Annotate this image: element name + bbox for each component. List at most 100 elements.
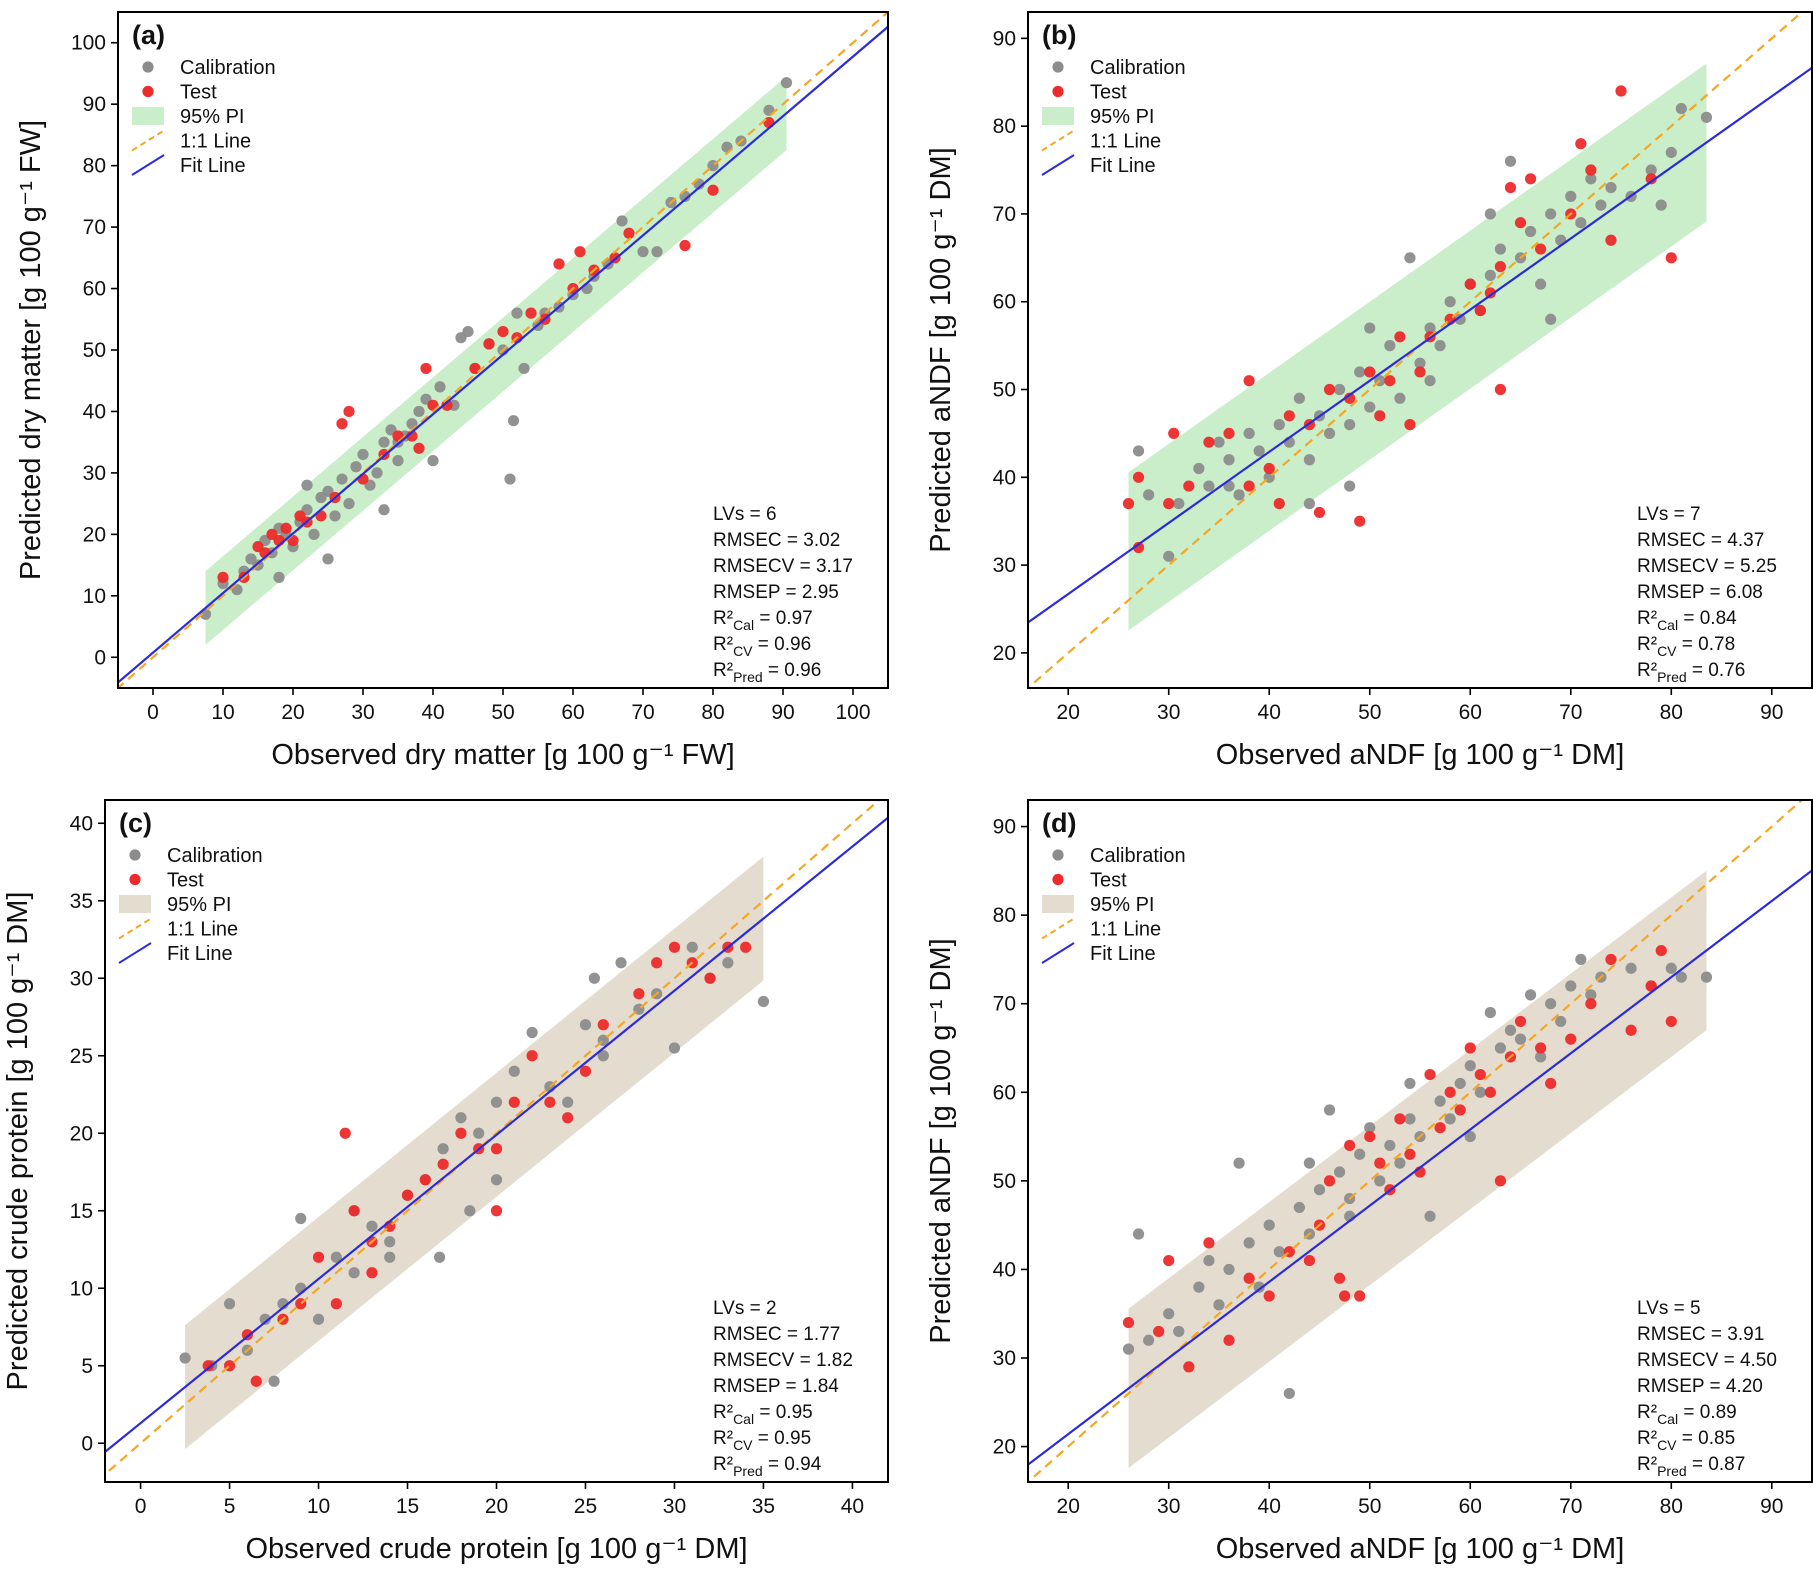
calibration-point-32: [668, 1042, 681, 1054]
stat-label-1: RMSEC: [1637, 1324, 1706, 1345]
stat-label-3: RMSEP: [1637, 582, 1704, 603]
stat-label-4: R²: [713, 608, 733, 629]
stat-subscript-4: Cal: [1657, 1411, 1678, 1427]
y-tick-label-6: 60: [83, 278, 106, 301]
x-tick-label-0: 20: [1057, 1495, 1080, 1518]
test-point-5: [1223, 1334, 1235, 1346]
stat-label-6: R²: [713, 1454, 733, 1475]
calibration-point-11: [1253, 1281, 1265, 1293]
test-point-7: [330, 1298, 342, 1310]
y-tick-label-8: 80: [83, 155, 106, 178]
stat-sep-3: =: [780, 582, 802, 603]
stat-4: R²Cal = 0.89: [1637, 1402, 1737, 1427]
y-tick-label-4: 40: [83, 400, 106, 423]
x-tick-label-6: 80: [1660, 701, 1683, 724]
calibration-point-37: [1524, 225, 1537, 238]
calibration-point-30: [1454, 313, 1466, 325]
stat-5: R²CV = 0.78: [1637, 634, 1735, 659]
stat-value-3: 1.84: [802, 1376, 839, 1397]
stat-value-1: 4.37: [1727, 530, 1764, 551]
calibration-point-3: [1163, 1308, 1175, 1320]
x-tick-label-7: 70: [631, 701, 654, 724]
legend-entry-4: Fit Line: [1090, 943, 1156, 965]
test-point-7: [1263, 1290, 1275, 1302]
stats-box: LVs = 5 RMSEC = 3.91 RMSECV = 4.50 RMSEP = …: [1637, 1298, 1777, 1479]
stat-label-6: R²: [1637, 1454, 1657, 1475]
stat-label-3: RMSEP: [713, 1376, 780, 1397]
calibration-point-55: [1424, 375, 1436, 387]
test-point-38: [1605, 234, 1617, 246]
test-point-12: [1283, 410, 1295, 422]
stat-subscript-5: CV: [733, 643, 753, 659]
calibration-point-37: [1514, 1033, 1527, 1045]
x-tick-label-7: 90: [1760, 701, 1783, 724]
stat-sep-5: =: [753, 1428, 775, 1449]
calibration-point-50: [1675, 102, 1687, 115]
test-point-21: [1394, 331, 1406, 343]
calibration-point-48: [1655, 199, 1667, 211]
test-point-27: [1474, 1068, 1486, 1081]
plot-area: [1028, 12, 1812, 688]
calibration-point-36: [1504, 1024, 1517, 1036]
x-tick-label-2: 20: [281, 701, 304, 724]
x-tick-label-0: 20: [1057, 701, 1080, 724]
calibration-point-36: [757, 995, 770, 1008]
y-tick-label-0: 20: [993, 1436, 1016, 1459]
test-point-37: [1625, 1024, 1637, 1036]
y-tick-label-5: 50: [83, 339, 106, 362]
y-tick-label-9: 90: [83, 93, 106, 116]
calibration-point-7: [1213, 1299, 1225, 1311]
calibration-point-19: [1333, 1166, 1346, 1178]
test-point-19: [526, 1050, 538, 1062]
calibration-point-51: [651, 246, 663, 258]
calibration-point-48: [1665, 962, 1677, 974]
calibration-point-24: [1384, 1139, 1396, 1152]
calibration-point-34: [1494, 243, 1507, 255]
stat-2: RMSECV = 4.50: [1637, 1350, 1777, 1371]
stat-value-1: 1.77: [803, 1324, 840, 1345]
test-point-0: [1122, 498, 1135, 510]
calibration-point-29: [615, 957, 627, 969]
legend-marker-calibration: [129, 849, 141, 861]
y-tick-label-3: 50: [993, 1170, 1016, 1193]
calibration-point-33: [686, 941, 698, 953]
x-tick-label-4: 20: [485, 1495, 508, 1518]
calibration-point-23: [1374, 1175, 1386, 1187]
x-tick-label-1: 30: [1157, 701, 1180, 724]
calibration-point-49: [1675, 971, 1687, 983]
stat-6: R²Pred = 0.94: [713, 1454, 822, 1479]
stat-label-2: RMSECV: [1637, 556, 1719, 577]
calibration-point-6: [1213, 436, 1225, 448]
test-point-3: [1163, 498, 1175, 510]
test-point-32: [1514, 217, 1527, 229]
legend-entry-2: 95% PI: [1090, 106, 1154, 128]
calibration-point-10: [330, 1251, 342, 1263]
calibration-point-44: [1585, 989, 1597, 1001]
test-point-13: [343, 405, 355, 418]
y-tick-label-0: 0: [94, 646, 106, 669]
calibration-point-39: [507, 415, 520, 427]
calibration-point-41: [1565, 190, 1577, 202]
calibration-point-17: [1313, 1184, 1326, 1196]
stat-label-5: R²: [1637, 634, 1657, 655]
x-tick-label-1: 30: [1157, 1495, 1180, 1518]
stat-0: LVs = 5: [1637, 1298, 1701, 1319]
y-tick-label-8: 40: [70, 812, 93, 835]
y-tick-label-5: 70: [993, 993, 1016, 1016]
calibration-point-2: [223, 1298, 236, 1310]
test-point-38: [1645, 980, 1657, 992]
y-axis-label: Predicted dry matter [g 100 g⁻¹ FW]: [15, 120, 47, 580]
calibration-point-0: [1132, 445, 1145, 457]
test-point-22: [1404, 419, 1416, 431]
test-point-8: [1243, 375, 1255, 387]
stat-sep-1: =: [1706, 1324, 1728, 1345]
test-point-26: [1464, 278, 1476, 290]
stat-subscript-4: Cal: [733, 1411, 754, 1427]
test-point-30: [574, 246, 586, 258]
calibration-point-0: [179, 1352, 191, 1364]
y-tick-label-10: 100: [71, 32, 106, 55]
calibration-point-19: [464, 1205, 476, 1217]
calibration-point-2: [1163, 550, 1175, 562]
calibration-point-42: [1565, 980, 1577, 992]
